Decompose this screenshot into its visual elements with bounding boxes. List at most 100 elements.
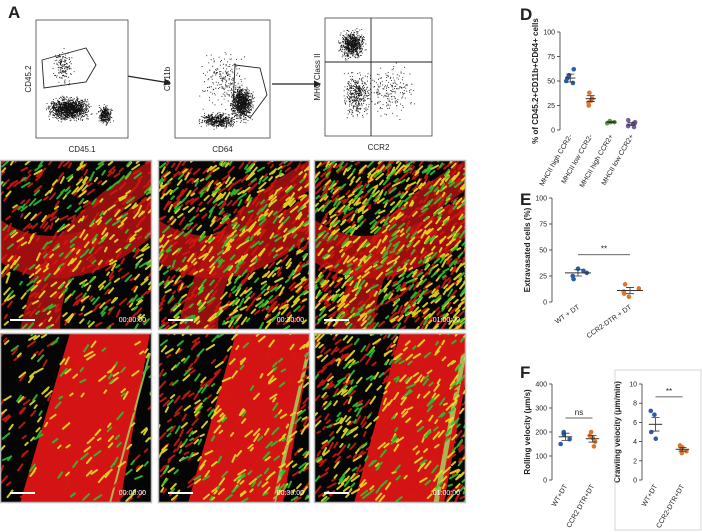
data-point [581, 268, 586, 274]
x-tick-label: WT + DT [554, 303, 582, 325]
y-tick-label: 100 [535, 454, 547, 461]
y-tick-label: 75 [547, 54, 555, 61]
gate [41, 47, 97, 89]
data-point [625, 123, 631, 129]
y-tick-label: 0 [543, 478, 547, 485]
y-tick-label: 50 [539, 248, 547, 255]
panel-label: E [520, 190, 531, 209]
data-point [652, 412, 657, 418]
data-point [679, 450, 685, 456]
panel-f-frame [614, 369, 702, 531]
sem-bar [607, 121, 616, 124]
gate [232, 64, 268, 119]
sem-bar [566, 73, 575, 83]
significance-label: ns [575, 408, 583, 417]
vessel [20, 333, 150, 503]
x-tick-label: CCR2 DTR+DT [566, 483, 597, 529]
image-content [314, 160, 466, 330]
image-frame [0, 332, 153, 504]
timestamp: 01:00:00 [433, 317, 460, 324]
data-point [570, 80, 576, 86]
y-axis-label: Crawling velocity (μm/min) [613, 381, 622, 483]
panel-label: D [520, 5, 532, 24]
micrograph: 00:30:00 [157, 332, 311, 504]
y-tick-label: 100 [543, 30, 555, 37]
y-tick-label: 0 [633, 478, 637, 485]
data-point [621, 291, 627, 296]
cells [0, 333, 152, 502]
panel-label: F [520, 363, 530, 382]
image-frame [157, 159, 311, 331]
vessel-edge [109, 352, 151, 503]
image-frame [313, 159, 467, 331]
y-axis-label: Rolling velocity (μm/s) [523, 389, 532, 475]
timestamp: 01:00:00 [433, 490, 460, 497]
data-point [648, 429, 654, 435]
vessel [178, 160, 310, 330]
data-point [592, 439, 598, 444]
data-point [571, 276, 576, 282]
y-tick-label: 400 [535, 382, 547, 389]
timestamp: 00:30:00 [277, 317, 304, 324]
timestamp: 00:30:00 [277, 490, 304, 497]
data-point [626, 294, 632, 300]
vessel [334, 160, 466, 330]
data-point [566, 72, 572, 78]
cells [314, 160, 466, 330]
cells [158, 160, 310, 330]
image-frame [313, 332, 467, 504]
x-axis-label: CCR2 [368, 143, 390, 152]
sem-bar [574, 269, 582, 277]
cells [158, 333, 310, 501]
y-tick-label: 0 [543, 300, 547, 307]
data-point [622, 282, 628, 287]
cells [159, 333, 310, 503]
sem-bar [678, 446, 687, 452]
data-point [648, 408, 654, 414]
timestamp: 00:00:00 [119, 317, 146, 324]
cells [314, 333, 466, 503]
sem-bar [588, 434, 597, 443]
micrograph: 00:00:00 [0, 159, 153, 331]
image-frame [157, 332, 311, 504]
y-tick-label: 4 [633, 439, 637, 446]
y-tick-label: 0 [551, 128, 555, 135]
y-tick-label: 6 [633, 420, 637, 427]
plot-frame [35, 19, 129, 139]
sem-bar [626, 287, 634, 295]
y-axis-label: Extravasated cells (%) [523, 207, 532, 292]
plot-frame [324, 17, 433, 137]
image-frame [0, 159, 153, 331]
y-tick-label: 300 [535, 406, 547, 413]
data-point [587, 90, 592, 96]
micrograph: 01:00:00 [313, 332, 467, 504]
sem-bar [651, 417, 660, 432]
y-tick-label: 75 [539, 222, 547, 229]
x-tick-label: WT+DT [641, 483, 660, 508]
image-content [314, 333, 466, 503]
y-tick-label: 10 [629, 382, 637, 389]
x-tick-label: CCR2-DTR + DT [586, 303, 634, 340]
image-content [0, 160, 152, 330]
image-content [158, 160, 310, 330]
x-tick-label: CCR2-DTR+DT [656, 483, 687, 530]
y-axis-label: MHC Class II [313, 53, 322, 100]
x-axis-label: CD64 [212, 145, 233, 154]
micrograph: 00:30:00 [157, 159, 311, 331]
significance-label: ** [666, 387, 672, 396]
panel-label: A [8, 3, 20, 22]
data-point [567, 436, 572, 442]
data-point [625, 117, 631, 123]
event-dots [198, 52, 256, 130]
cells [0, 160, 152, 329]
micrograph: 01:00:00 [313, 159, 467, 331]
y-tick-label: 25 [539, 274, 547, 281]
image-content [0, 333, 152, 503]
timestamp: 00:00:00 [119, 490, 146, 497]
y-tick-label: 50 [547, 79, 555, 86]
y-tick-label: 8 [633, 401, 637, 408]
data-point [558, 441, 563, 447]
x-axis-label: CD45.1 [68, 145, 96, 154]
data-point [588, 429, 594, 435]
